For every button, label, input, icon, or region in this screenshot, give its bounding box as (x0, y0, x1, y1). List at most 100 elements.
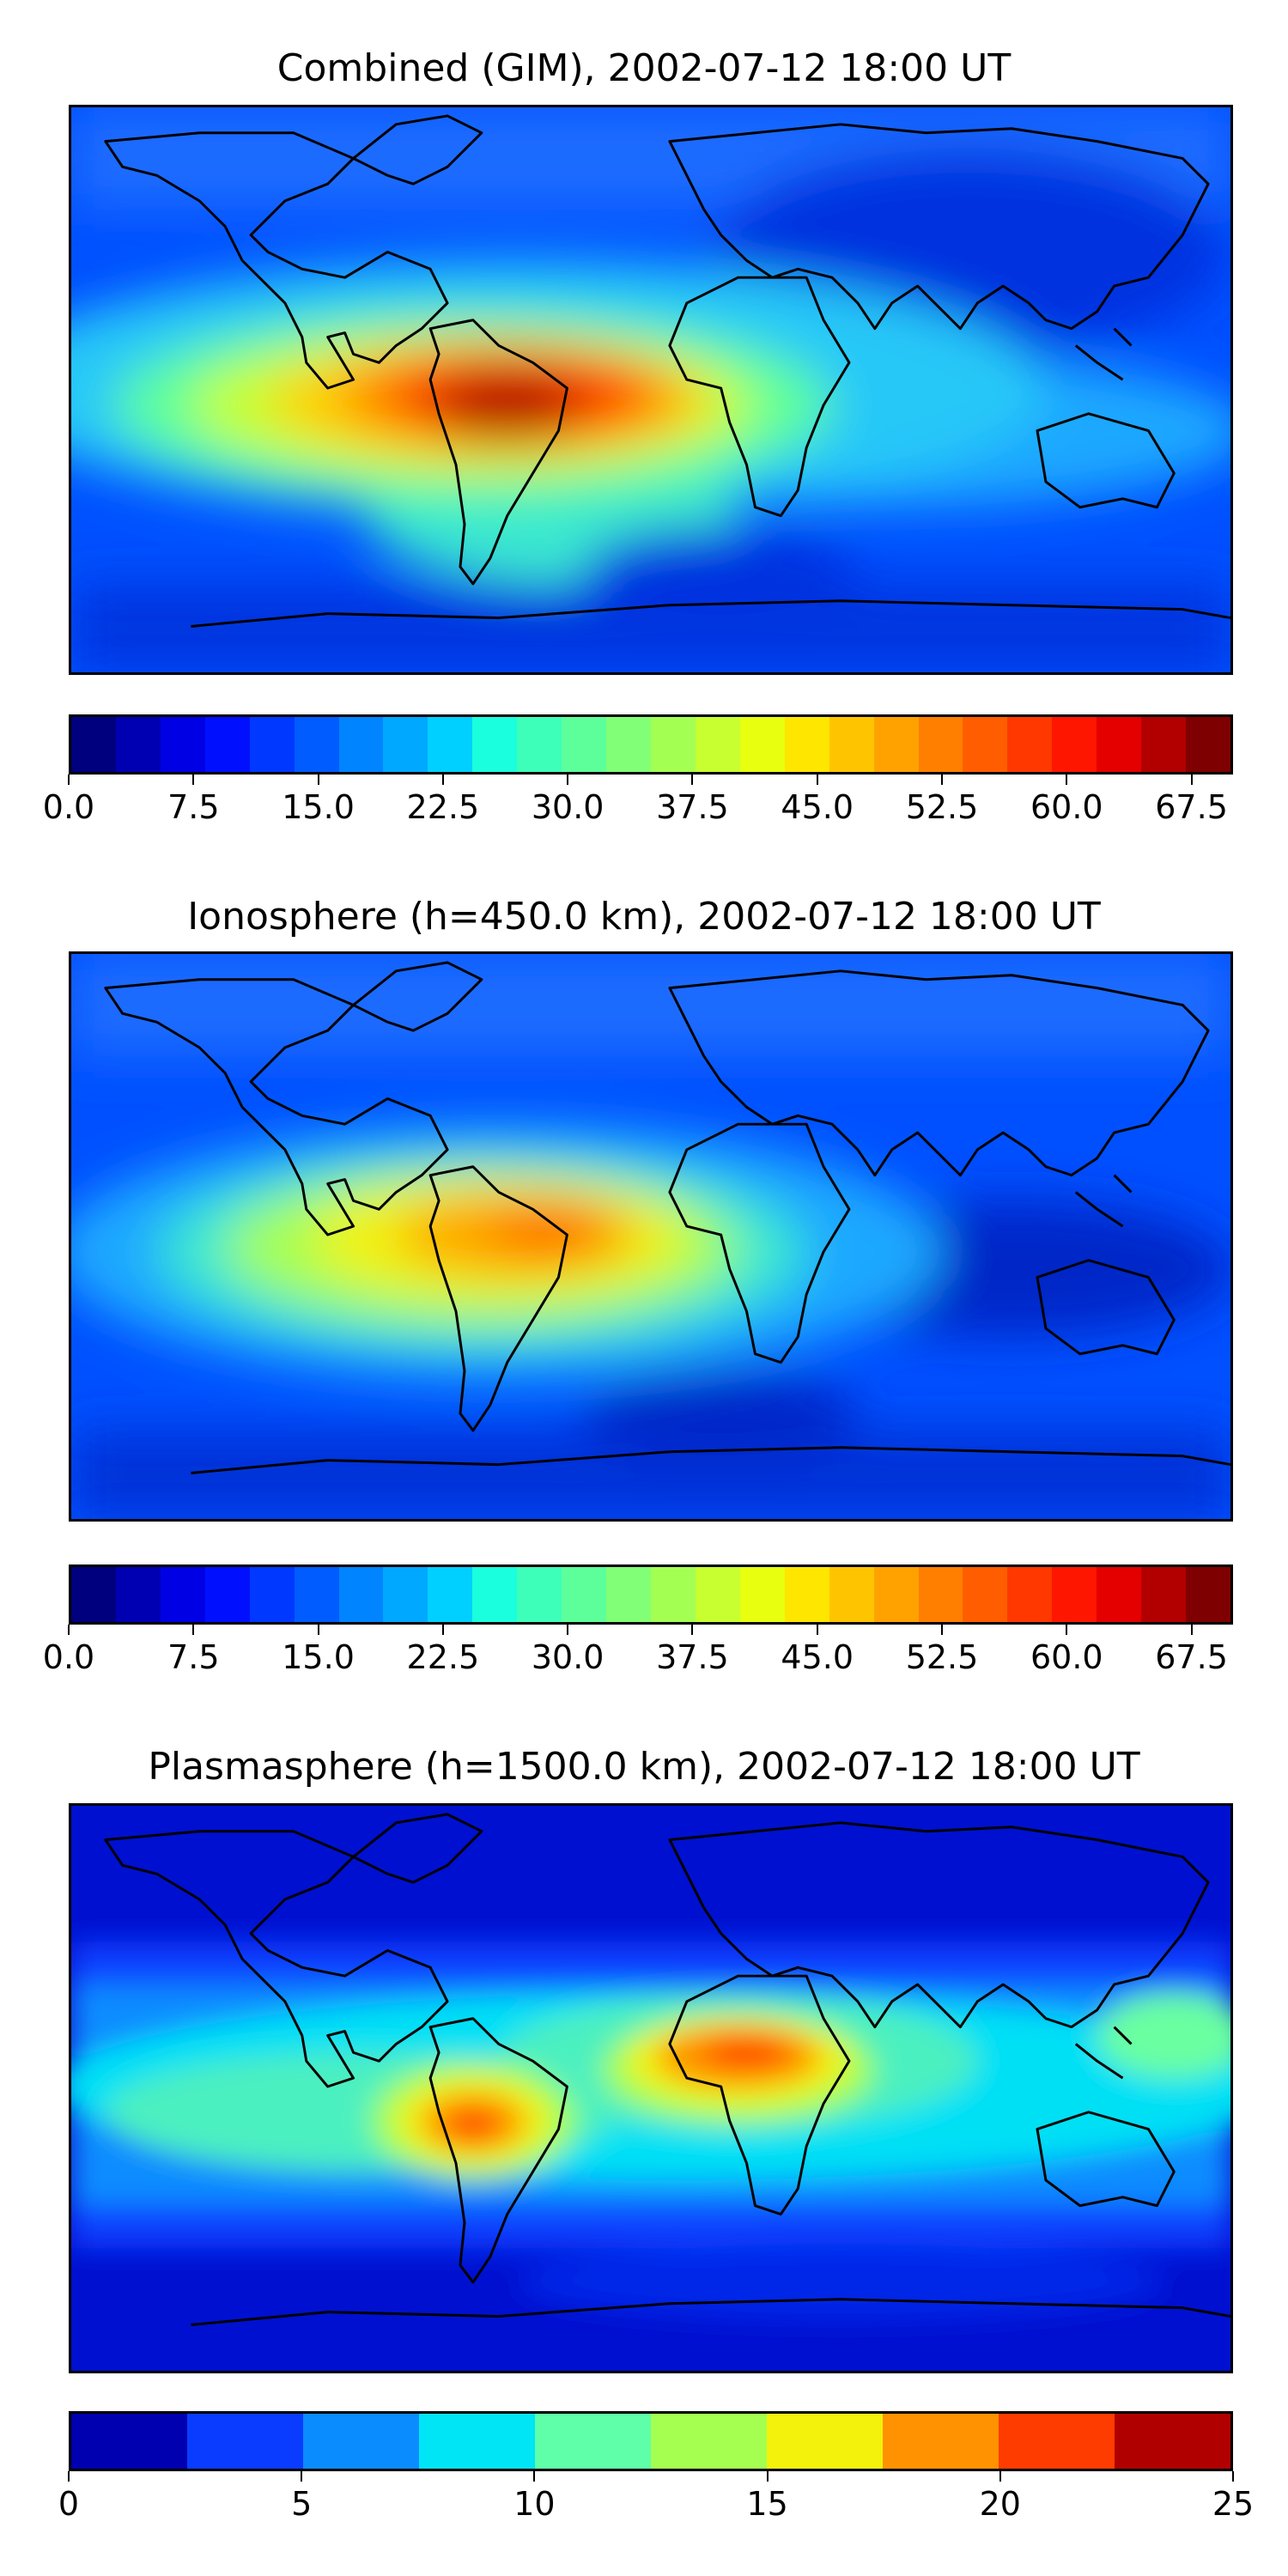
colorbar-tick-mark (317, 1625, 319, 1635)
colorbar-tick-label: 22.5 (406, 1638, 480, 1676)
colorbar-tick-label: 25 (1212, 2485, 1255, 2523)
colorbar-segment (115, 717, 161, 772)
plasmasphere-tec-map (71, 1806, 1230, 2371)
colorbar-segment (873, 1567, 919, 1622)
colorbar-tick-mark (941, 1625, 943, 1635)
colorbar-segment (918, 717, 963, 772)
colorbar-segment (739, 1567, 785, 1622)
colorbar-segment (428, 1567, 473, 1622)
colorbar-tick-label: 7.5 (167, 1638, 220, 1676)
colorbar-segment (1052, 1567, 1097, 1622)
colorbar-segment (784, 1567, 829, 1622)
colorbar-tick-label: 52.5 (905, 788, 979, 826)
colorbar-tick-mark (192, 1625, 195, 1635)
colorbar-segment (1186, 1567, 1230, 1622)
colorbar-segment (650, 1567, 696, 1622)
colorbar-tick-mark (691, 1625, 694, 1635)
colorbar-tick-label: 0.0 (42, 1638, 95, 1676)
colorbar-tick-mark (941, 775, 943, 785)
colorbar-tick-mark (999, 2471, 1001, 2482)
colorbar-segment (918, 1567, 963, 1622)
colorbar-segment (1097, 717, 1142, 772)
colorbar-segment (187, 2414, 303, 2469)
colorbar-segment (428, 717, 473, 772)
colorbar-segment (160, 717, 205, 772)
colorbar-segment (338, 717, 384, 772)
colorbar-tick-label: 5 (291, 2485, 313, 2523)
colorbar-segment (562, 717, 607, 772)
colorbar-segment (249, 717, 295, 772)
colorbar-segment (303, 2414, 419, 2469)
colorbar-tick-mark (766, 2471, 769, 2482)
colorbar-tick-mark (68, 775, 70, 785)
map-ionosphere[interactable] (69, 951, 1233, 1522)
colorbar-tick-mark (441, 775, 444, 785)
colorbar-segment (1007, 1567, 1053, 1622)
colorbar-tick-label: 60.0 (1030, 1638, 1103, 1676)
ionosphere-tec-map (71, 954, 1230, 1519)
panel-title: Plasmasphere (h=1500.0 km), 2002-07-12 1… (148, 1745, 1140, 1789)
colorbar-tick-mark (691, 775, 694, 785)
colorbar-segment (606, 1567, 651, 1622)
colorbar-tick-mark (441, 1625, 444, 1635)
coastlines (104, 961, 1230, 1474)
colorbar-tick-label: 45.0 (781, 1638, 854, 1676)
colorbar-segment (338, 1567, 384, 1622)
colorbar-segment (204, 717, 250, 772)
colorbar-ticks-plasmasphere: 0 5 10 15 20 25 (58, 2471, 1254, 2523)
colorbar-tick-label: 15.0 (282, 1638, 355, 1676)
colorbar-tick-mark (68, 1625, 70, 1635)
colorbar-segment (249, 1567, 295, 1622)
colorbar-tick-label: 20 (979, 2485, 1021, 2523)
colorbar-segment (204, 1567, 250, 1622)
colorbar-segment (695, 717, 740, 772)
colorbar-tick-label: 30.0 (531, 1638, 605, 1676)
colorbar-segment (517, 1567, 562, 1622)
colorbar-segment (651, 2414, 767, 2469)
colorbar-tick-label: 7.5 (167, 788, 220, 826)
colorbar-segment (784, 717, 829, 772)
map-plasmasphere[interactable] (69, 1803, 1233, 2373)
colorbar-segment (1115, 2414, 1230, 2469)
colorbar-segment (160, 1567, 205, 1622)
colorbar-segment (1186, 717, 1230, 772)
colorbar-segment (883, 2414, 999, 2469)
colorbar-tick-mark (1232, 2471, 1234, 2482)
colorbar-tick-mark (301, 2471, 303, 2482)
colorbar-segment (650, 717, 696, 772)
colorbar-segment (606, 717, 651, 772)
panel-title: Combined (GIM), 2002-07-12 18:00 UT (276, 46, 1012, 90)
colorbar-segment (294, 717, 339, 772)
colorbar-ticks-combined: 0.0 7.5 15.0 22.5 30.0 37.5 45.0 52.5 60.0 67.5 (43, 775, 1233, 826)
colorbar-segment (535, 2414, 651, 2469)
colorbar-segment (472, 1567, 518, 1622)
colorbar-tick-mark (816, 775, 818, 785)
colorbar-segment (1141, 717, 1187, 772)
colorbar-segment (517, 717, 562, 772)
colorbar-segment (71, 2414, 187, 2469)
coastlines (104, 1813, 1230, 2326)
colorbar-segment (383, 717, 428, 772)
panel-title: Ionosphere (h=450.0 km), 2002-07-12 18:0… (187, 895, 1101, 939)
colorbar-tick-label: 15 (746, 2485, 788, 2523)
colorbar-segment (71, 1567, 116, 1622)
colorbar-tick-label: 22.5 (406, 788, 480, 826)
colorbar-tick-label: 10 (513, 2485, 556, 2523)
colorbar-segment (1097, 1567, 1142, 1622)
map-combined[interactable] (69, 105, 1233, 675)
colorbar-tick-mark (816, 1625, 818, 1635)
colorbar-tick-label: 30.0 (531, 788, 605, 826)
coastlines (104, 114, 1230, 628)
colorbar-segment (71, 717, 116, 772)
colorbar-segment (829, 1567, 874, 1622)
colorbar-segment (999, 2414, 1115, 2469)
colorbar-tick-label: 67.5 (1155, 1638, 1228, 1676)
colorbar-tick-mark (1190, 1625, 1193, 1635)
combined-tec-map (71, 107, 1230, 672)
colorbar-tick-mark (533, 2471, 536, 2482)
colorbar-segment (873, 717, 919, 772)
colorbar-segment (695, 1567, 740, 1622)
colorbar-plasmasphere (69, 2411, 1233, 2471)
tec-field (71, 954, 1230, 1519)
colorbar-ticks-ionosphere: 0.0 7.5 15.0 22.5 30.0 37.5 45.0 52.5 60.0 67.5 (43, 1625, 1233, 1676)
